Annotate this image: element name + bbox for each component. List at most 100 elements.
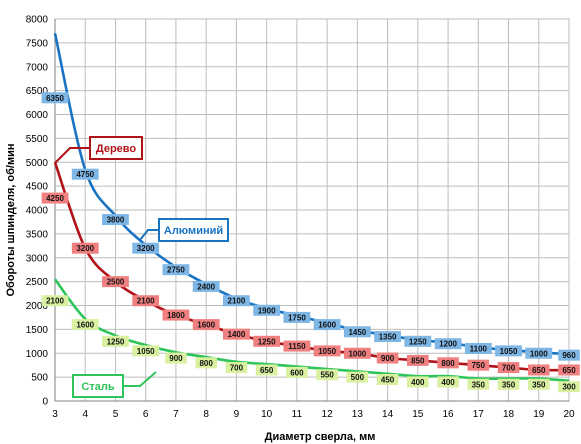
data-label-aluminum: 3800 (107, 216, 125, 225)
data-label-bg-aluminum (223, 295, 250, 307)
y-tick-label: 1000 (26, 349, 49, 360)
y-tick-label: 8000 (26, 15, 49, 26)
data-label-aluminum: 6350 (46, 94, 64, 103)
callout-label-steel: Сталь (81, 381, 114, 393)
data-label-wood: 650 (562, 366, 576, 375)
data-label-wood: 1400 (228, 330, 246, 339)
data-label-bg-steel (376, 374, 399, 386)
x-tick-label: 10 (261, 409, 273, 420)
series-callouts: Дерево Алюминий Сталь (54, 136, 229, 398)
data-label-steel: 1600 (76, 321, 94, 330)
data-label-bg-wood (437, 357, 459, 369)
data-label-steel: 800 (199, 359, 213, 368)
x-tick-label: 20 (563, 409, 575, 420)
data-label-bg-steel (102, 335, 129, 347)
y-tick-label: 3500 (26, 229, 49, 240)
data-label-aluminum: 2100 (228, 297, 246, 306)
data-label-steel: 600 (290, 368, 304, 377)
data-label-bg-steel (497, 378, 520, 390)
data-label-bg-steel (286, 366, 308, 378)
data-label-aluminum: 960 (562, 351, 576, 360)
data-label-wood: 650 (532, 366, 546, 375)
callout-leader-steel (123, 371, 157, 387)
data-label-bg-wood (283, 340, 311, 352)
data-label-bg-aluminum (495, 345, 522, 357)
y-tick-label: 2000 (26, 301, 49, 312)
data-label-bg-steel (346, 371, 369, 383)
data-label-aluminum: 1100 (470, 344, 488, 353)
data-label-wood: 2500 (107, 278, 125, 287)
x-tick-label: 19 (533, 409, 545, 420)
y-tick-label: 500 (31, 373, 48, 384)
data-label-steel: 400 (441, 378, 455, 387)
data-label-bg-aluminum (192, 280, 220, 292)
callout-label-aluminum: Алюминий (164, 225, 223, 237)
series-line-steel (53, 278, 570, 383)
data-labels: 6350 4750 3800 3200 2750 2400 2100 1900 1750 1600… (41, 92, 580, 393)
data-label-aluminum: 1350 (379, 333, 397, 342)
data-label-steel: 900 (169, 354, 183, 363)
y-tick-label: 2500 (26, 277, 49, 288)
x-tick-label: 16 (442, 409, 454, 420)
data-label-bg-aluminum (283, 311, 311, 323)
data-label-bg-wood (41, 192, 69, 204)
data-label-bg-wood (558, 364, 580, 376)
data-label-bg-aluminum (404, 335, 432, 347)
data-label-wood: 700 (502, 364, 516, 373)
data-label-steel: 350 (532, 380, 546, 389)
data-label-steel: 700 (230, 364, 244, 373)
data-label-steel: 400 (411, 378, 425, 387)
x-tick-label: 9 (234, 409, 240, 420)
data-label-bg-steel (437, 376, 459, 388)
x-tick-label: 12 (322, 409, 334, 420)
data-label-bg-aluminum (132, 242, 160, 254)
data-label-steel: 1050 (137, 347, 155, 356)
x-tick-label: 13 (352, 409, 364, 420)
data-label-wood: 2100 (137, 297, 155, 306)
data-label-wood: 1600 (197, 321, 215, 330)
x-tick-label: 7 (173, 409, 179, 420)
data-label-steel: 1250 (107, 337, 125, 346)
data-label-aluminum: 3200 (137, 244, 155, 253)
data-label-wood: 1050 (318, 347, 336, 356)
data-label-bg-steel (225, 362, 248, 374)
x-tick-label: 17 (473, 409, 485, 420)
data-label-bg-steel (71, 319, 99, 331)
data-label-bg-steel (558, 381, 580, 393)
data-label-wood: 1250 (258, 337, 276, 346)
x-tick-label: 18 (503, 409, 515, 420)
data-label-bg-wood (467, 359, 490, 371)
data-label-bg-aluminum (464, 342, 492, 354)
data-label-bg-steel (195, 357, 217, 369)
data-label-bg-aluminum (525, 347, 553, 359)
data-label-steel: 450 (381, 376, 395, 385)
callout-leader-aluminum (139, 229, 159, 241)
data-label-bg-steel (132, 345, 160, 357)
x-tick-label: 15 (412, 409, 424, 420)
data-label-aluminum: 1050 (500, 347, 518, 356)
data-label-aluminum: 1200 (439, 340, 457, 349)
x-tick-label: 6 (143, 409, 149, 420)
callout-box-wood (89, 136, 143, 160)
data-label-steel: 2100 (46, 297, 64, 306)
data-label-steel: 500 (351, 373, 365, 382)
x-tick-label: 11 (292, 409, 303, 420)
data-label-bg-aluminum (71, 168, 99, 180)
y-tick-label: 7000 (26, 62, 49, 73)
callout-leader-wood (54, 147, 90, 164)
data-label-steel: 300 (562, 383, 576, 392)
data-label-bg-steel (316, 369, 338, 381)
data-label-bg-aluminum (41, 92, 69, 104)
data-label-bg-wood (223, 328, 250, 340)
data-label-bg-wood (253, 335, 281, 347)
x-axis-title: Диаметр сверла, мм (265, 431, 376, 443)
data-label-wood: 800 (441, 359, 455, 368)
y-tick-label: 7500 (26, 38, 49, 49)
data-label-bg-wood (71, 242, 99, 254)
data-label-wood: 1000 (348, 349, 366, 358)
axes: 0500100015002000250030003500400045005000… (26, 15, 575, 421)
y-axis-title: Обороты шпинделя, об/мин (5, 143, 17, 296)
data-label-bg-wood (192, 319, 220, 331)
y-tick-label: 4000 (26, 206, 49, 217)
